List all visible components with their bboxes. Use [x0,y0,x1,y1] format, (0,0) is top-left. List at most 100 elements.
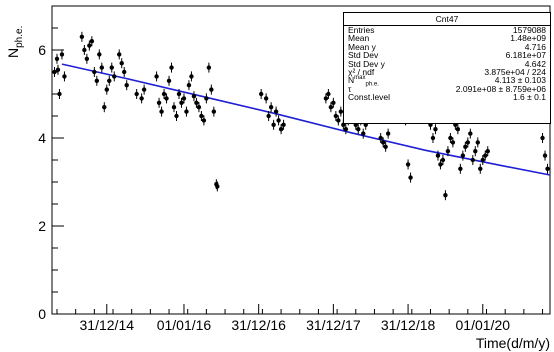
stats-key: Mean [348,33,370,44]
stats-key: Nmaxph.e. [348,75,379,89]
data-point [408,172,413,183]
data-point [89,36,95,47]
stats-value: 1.6 ± 0.1 [512,92,546,103]
data-point [438,159,443,170]
y-tick-label: 2 [38,218,46,234]
data-point [102,102,107,113]
data-point [119,58,124,69]
stats-row: Std Dev y 4.642 [344,58,550,69]
data-point [104,84,109,95]
stats-key: Std Dev [348,50,379,61]
data-point [468,128,473,139]
data-point [435,150,441,161]
data-point [122,67,127,77]
stats-key: Entries [348,25,375,35]
data-point [331,97,336,108]
x-tick-label: 01/01/16 [157,317,212,333]
data-point [141,84,147,95]
data-point [470,155,476,165]
data-point [361,128,366,139]
data-point [134,89,139,99]
stats-value: 4.113 ± 0.103 [494,75,546,86]
data-point [176,89,182,99]
stats-row: Mean y 4.716 [344,41,550,52]
y-tick-label: 4 [38,130,46,146]
data-point [483,150,488,161]
data-point [433,124,438,135]
data-point [271,119,276,130]
y-tick-label: 0 [38,306,46,322]
data-point [204,93,209,104]
data-point [328,102,334,113]
data-point [258,89,264,99]
stats-value: 4.716 [524,41,546,52]
x-tick-label: 31/12/17 [306,317,361,333]
stats-value: 3.875e+04 / 224 [484,66,546,77]
stats-row: Entries 1579088 [344,25,550,35]
y-axis-label: Nph.e. [5,26,25,58]
data-point [159,106,164,117]
stats-row: Const.level 1.6 ± 0.1 [344,92,550,103]
stats-key: χ² / ndf [348,66,375,77]
data-point [186,80,192,91]
data-point [181,93,187,104]
data-point [189,71,194,82]
data-point [179,97,184,108]
data-point [336,115,341,126]
data-point [545,163,550,174]
data-point [540,133,545,143]
data-point [263,93,269,104]
data-point [450,137,456,148]
data-point [62,71,67,82]
stats-row: τ 2.091e+08 ± 8.759e+06 [344,83,550,94]
data-point [463,141,468,152]
y-axis-label-main: N [5,48,21,58]
data-point [465,137,471,148]
data-point [206,62,212,73]
data-point [169,62,174,73]
data-point [87,40,92,51]
data-point [139,93,144,104]
stats-title: Cnt47 [344,13,550,26]
data-point [92,67,97,77]
data-point [184,106,189,117]
data-point [378,133,383,143]
data-point [385,128,391,139]
data-point [191,91,197,102]
fit-curve [61,63,551,176]
stats-row: Std Dev 6.181e+07 [344,50,550,61]
stats-key: Const.level [348,92,391,103]
data-point [174,111,179,121]
data-point [52,67,57,77]
stats-value: 4.642 [524,58,546,69]
stats-value: 6.181e+07 [505,50,546,61]
data-point [430,133,436,143]
data-point [356,124,361,135]
stats-rows: Entries 1579088 Mean 1.48e+09 Mean y 4.716 Std… [344,26,550,102]
data-point [473,146,478,157]
data-point [215,181,220,192]
data-point [338,106,344,117]
fit-line [61,63,551,176]
data-point [124,80,129,91]
data-point [380,137,386,148]
data-point [383,141,388,152]
stats-box: Cnt47 Entries 1579088 Mean 1.48e+09 Mean y 4.… [343,12,551,124]
data-point [166,75,172,86]
data-point [211,106,217,117]
data-point [343,124,349,135]
data-point [333,111,339,121]
stats-value: 1.48e+09 [510,33,546,44]
data-point [478,163,483,174]
data-point [99,62,105,73]
x-tick-label: 31/12/16 [231,317,286,333]
stats-key: Mean y [348,41,376,52]
data-point [194,97,199,108]
data-point [542,150,548,161]
stats-value: 2.091e+08 ± 8.759e+06 [455,83,546,94]
data-point [276,115,281,126]
data-point [448,133,453,143]
data-point [209,84,214,95]
data-point [117,49,122,60]
data-point [55,64,61,75]
